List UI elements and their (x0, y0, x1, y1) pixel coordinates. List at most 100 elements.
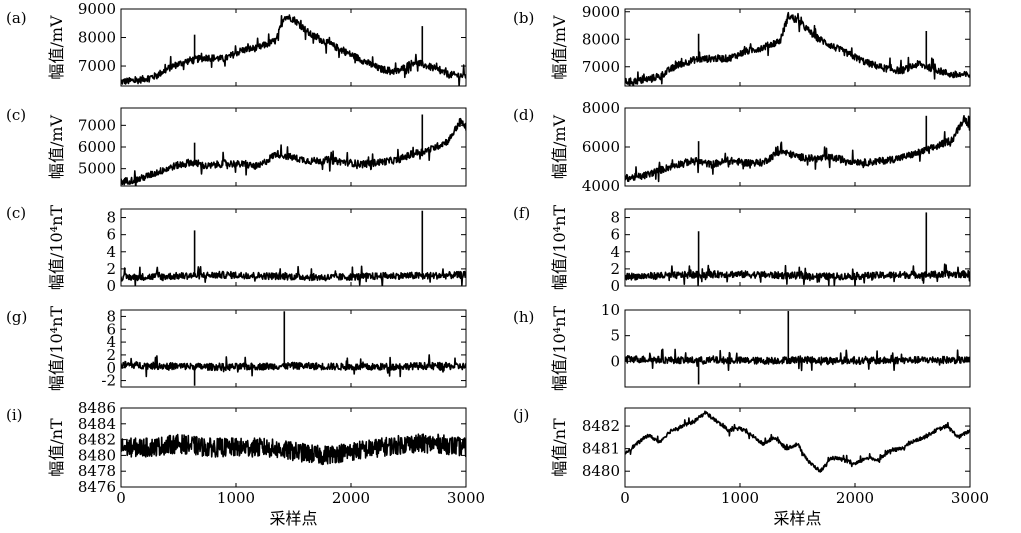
panel-letter: (i) (6, 406, 23, 424)
plot-frame (120, 309, 467, 388)
y-tick-label: 8482 (582, 417, 620, 435)
panel-letter: (h) (513, 308, 534, 326)
y-tick-label: 8 (610, 209, 620, 227)
series-line (121, 354, 466, 378)
y-tick-label: 10 (601, 301, 620, 319)
panel-10: 8480 8481 8482 0 1000 2000 3000 (j) 幅值/nT 采样点 (513, 406, 989, 528)
series-line (121, 14, 466, 86)
x-tick-label: 0 (116, 489, 126, 507)
y-axis-label: 幅值/mV (47, 114, 66, 179)
y-tick-label: 7000 (78, 116, 116, 134)
panel-4: 4000 6000 8000 (d) 幅值/mV (513, 99, 971, 195)
y-tick-label: 4 (106, 243, 116, 261)
x-tick-label: 3000 (447, 489, 485, 507)
y-tick-label: 7000 (78, 57, 116, 75)
y-axis-label: 幅值/nT (550, 418, 569, 477)
panel-letter: (c) (6, 204, 26, 222)
x-tick-label: 0 (620, 489, 630, 507)
x-tick-label: 2000 (836, 489, 874, 507)
panel-letter: (g) (6, 308, 27, 326)
y-tick-label: 8482 (78, 431, 116, 449)
y-tick-label: 4000 (582, 177, 620, 195)
plot-frame (624, 8, 971, 87)
y-tick-label: 8000 (78, 29, 116, 47)
y-tick-label: 5 (610, 327, 620, 345)
y-axis-label: 幅值/10⁴nT (47, 205, 66, 290)
y-tick-label: 8000 (582, 30, 620, 48)
plot-frame (120, 8, 467, 87)
y-tick-label: 9000 (582, 3, 620, 21)
y-axis-label: 幅值/10⁴nT (550, 205, 569, 290)
plot-frame (120, 407, 467, 488)
y-axis-label: 幅值/mV (550, 114, 569, 179)
panel-3: 5000 6000 7000 (c) 幅值/mV (6, 106, 467, 187)
y-tick-label: 8476 (78, 478, 116, 496)
y-tick-label: -2 (101, 372, 116, 390)
y-tick-label: 6 (106, 226, 116, 244)
series-line (625, 348, 970, 372)
plot-frame (120, 208, 467, 287)
plot-frame (624, 107, 971, 187)
y-tick-label: 4 (610, 243, 620, 261)
panel-letter: (b) (513, 9, 534, 27)
plot-frame (624, 208, 971, 287)
y-tick-label: 0 (610, 277, 620, 295)
y-tick-label: 8484 (78, 415, 116, 433)
y-tick-label: 0 (106, 359, 116, 377)
panel-1: 7000 8000 9000 (a) 幅值/mV (6, 0, 467, 87)
y-tick-label: 7000 (582, 58, 620, 76)
panel-8: 0 5 10 (h) 幅值/10⁴nT (513, 301, 971, 391)
y-tick-label: 8481 (582, 440, 620, 458)
y-tick-label: 2 (106, 260, 116, 278)
y-tick-label: 6 (106, 320, 116, 338)
y-axis-label: 幅值/10⁴nT (47, 306, 66, 391)
series-line (625, 263, 970, 286)
series-line (121, 433, 466, 466)
y-tick-label: 8000 (582, 99, 620, 117)
y-axis-label: 幅值/mV (550, 15, 569, 80)
y-tick-label: 8 (106, 209, 116, 227)
panel-letter: (f) (513, 204, 530, 222)
y-tick-label: 0 (610, 352, 620, 370)
plot-frame (624, 407, 971, 488)
y-tick-label: 8478 (78, 462, 116, 480)
y-axis-label: 幅值/nT (47, 418, 66, 477)
y-tick-label: 8 (106, 307, 116, 325)
x-axis-label: 采样点 (269, 509, 317, 528)
y-tick-label: 5000 (78, 160, 116, 178)
y-tick-label: 2 (610, 260, 620, 278)
y-tick-label: 8486 (78, 399, 116, 417)
y-tick-label: 8480 (582, 462, 620, 480)
y-tick-label: 2 (106, 346, 116, 364)
y-axis-label: 幅值/10⁴nT (550, 306, 569, 391)
panel-letter: (d) (513, 106, 534, 124)
plot-frame (120, 107, 467, 187)
x-tick-label: 1000 (721, 489, 759, 507)
y-tick-label: 8480 (78, 446, 116, 464)
y-tick-label: 4 (106, 333, 116, 351)
y-tick-label: 9000 (78, 0, 116, 18)
panel-letter: (a) (6, 9, 27, 27)
panel-letter: (c) (6, 106, 26, 124)
panel-letter: (j) (513, 406, 529, 424)
series-line (625, 115, 970, 183)
series-line (121, 265, 466, 286)
y-tick-label: 0 (106, 277, 116, 295)
x-tick-label: 1000 (217, 489, 255, 507)
series-line (625, 410, 970, 473)
x-axis-label: 采样点 (773, 509, 821, 528)
y-tick-label: 6000 (582, 138, 620, 156)
y-axis-label: 幅值/mV (47, 15, 66, 80)
y-tick-label: 6 (610, 226, 620, 244)
panel-2: 7000 8000 9000 (b) 幅值/mV (513, 3, 971, 87)
x-tick-label: 2000 (332, 489, 370, 507)
x-tick-label: 3000 (951, 489, 989, 507)
series-line (121, 117, 466, 186)
series-line (625, 11, 970, 86)
y-tick-label: 6000 (78, 138, 116, 156)
